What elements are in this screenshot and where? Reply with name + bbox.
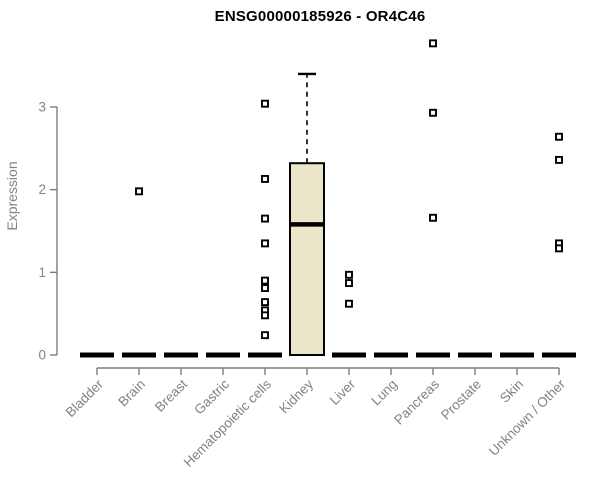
outlier-point: [261, 99, 269, 108]
y-axis: 0 1 2 3: [38, 99, 58, 363]
outlier-point: [261, 311, 269, 320]
boxplot-brain: [122, 187, 156, 358]
outlier-point: [345, 270, 353, 279]
boxplot-pancreas: [416, 39, 450, 358]
outlier-point: [345, 279, 353, 288]
outlier-point: [261, 284, 269, 292]
outlier-point: [261, 214, 269, 223]
x-category-label: Bladder: [63, 376, 107, 420]
iqr-box: [289, 162, 325, 356]
outlier-point: [429, 213, 437, 222]
boxplot-unknown-other: [542, 132, 576, 358]
x-category-label: Pancreas: [391, 376, 442, 427]
x-category-label: Prostate: [438, 377, 484, 423]
outlier-point: [261, 276, 269, 285]
chart-title: ENSG00000185926 - OR4C46: [214, 8, 426, 25]
y-tick-label: 1: [38, 265, 46, 280]
boxplot-liver: [332, 270, 366, 358]
outlier-point: [345, 299, 353, 308]
x-category-label: Gastric: [191, 376, 232, 417]
x-category-label: Brain: [115, 377, 148, 410]
outlier-point: [261, 239, 269, 248]
x-category-label: Breast: [152, 376, 190, 414]
outlier-point: [555, 244, 563, 253]
outlier-point: [261, 174, 269, 183]
x-category-label: Lung: [368, 377, 400, 409]
outlier-point: [555, 155, 563, 164]
y-tick-label: 0: [38, 348, 46, 363]
x-category-label: Unknown / Other: [486, 376, 569, 459]
outlier-point: [261, 331, 269, 340]
x-category-label: Skin: [497, 377, 526, 406]
y-tick-label: 3: [38, 99, 46, 114]
y-tick-label: 2: [38, 182, 46, 197]
x-category-label: Liver: [327, 376, 359, 408]
outlier-point: [429, 39, 437, 48]
boxplot-kidney: [289, 72, 325, 356]
outlier-point: [135, 187, 143, 196]
outlier-point: [429, 108, 437, 117]
outlier-point: [261, 298, 269, 307]
boxplot-hematopoietic-cells: [248, 99, 282, 358]
outlier-point: [555, 132, 563, 141]
y-axis-label: Expression: [4, 161, 20, 231]
x-category-label: Kidney: [276, 376, 316, 416]
